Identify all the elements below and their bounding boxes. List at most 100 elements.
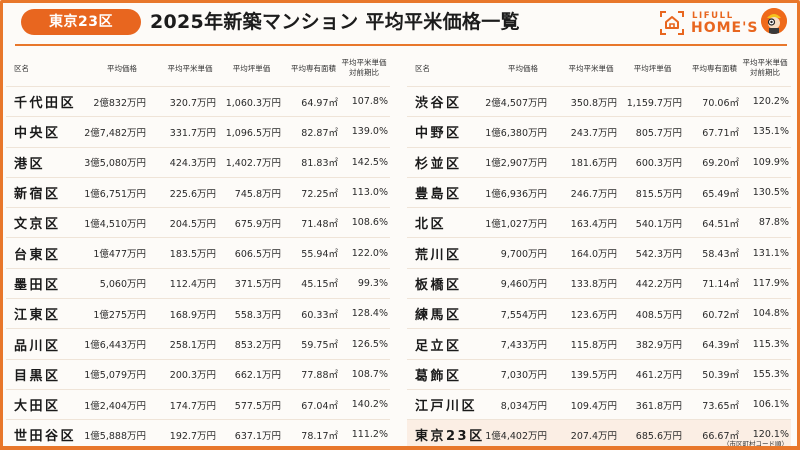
table-row: 港区 3億5,080万円 424.3万円 1,402.7万円 81.83㎡ 142.5%: [6, 148, 390, 178]
ward-name: 目黒区: [14, 368, 61, 384]
yoy-ratio: 140.2%: [351, 399, 388, 411]
ward-name: 千代田区: [14, 96, 77, 112]
col-header-price: 平均価格: [107, 63, 137, 73]
avg-price: 1億5,888万円: [84, 430, 146, 442]
avg-price: 7,433万円: [500, 340, 547, 352]
avg-price: 1億6,751万円: [84, 188, 146, 200]
avg-area: 45.15㎡: [301, 279, 338, 291]
yoy-ratio: 155.3%: [752, 368, 789, 380]
avg-price: 7,030万円: [500, 370, 547, 382]
ward-name: 葛飾区: [415, 368, 462, 384]
avg-tsubo-price: 408.5万円: [635, 309, 682, 321]
yoy-ratio: 135.1%: [752, 126, 789, 138]
col-header-price: 平均価格: [508, 63, 538, 73]
table-row: 渋谷区 2億4,507万円 350.8万円 1,159.7万円 70.06㎡ 120.2%: [407, 87, 791, 118]
avg-tsubo-price: 815.5万円: [635, 188, 682, 200]
house-icon: [660, 11, 684, 35]
avg-sqm-price: 115.8万円: [570, 340, 617, 352]
ward-name: 港区: [14, 156, 46, 172]
avg-price: 3億5,080万円: [84, 158, 146, 170]
avg-sqm-price: 200.3万円: [169, 370, 216, 382]
col-header-ratio-line2: 対前期比: [750, 68, 780, 77]
avg-area: 71.14㎡: [702, 279, 739, 291]
col-header-ratio: 平均平米単価 対前期比: [739, 58, 791, 78]
yoy-ratio: 104.8%: [752, 308, 789, 320]
yoy-ratio: 106.1%: [752, 399, 789, 411]
avg-sqm-price: 225.6万円: [169, 188, 216, 200]
avg-area: 69.20㎡: [702, 158, 739, 170]
avg-tsubo-price: 662.1万円: [234, 370, 281, 382]
yoy-ratio: 120.2%: [752, 96, 789, 108]
yoy-ratio: 130.5%: [752, 187, 789, 199]
ward-name: 練馬区: [415, 308, 462, 324]
avg-area: 72.25㎡: [301, 188, 338, 200]
avg-tsubo-price: 371.5万円: [234, 279, 281, 291]
avg-tsubo-price: 361.8万円: [635, 400, 682, 412]
avg-tsubo-price: 853.2万円: [234, 340, 281, 352]
avg-price: 2億832万円: [93, 97, 146, 109]
header-divider: [15, 44, 787, 46]
logo-text-lifull: LIFULL: [692, 11, 734, 21]
avg-tsubo-price: 577.5万円: [234, 400, 281, 412]
yoy-ratio: 122.0%: [351, 247, 388, 259]
avg-price: 7,554万円: [500, 309, 547, 321]
yoy-ratio: 131.1%: [752, 247, 789, 259]
ward-name: 渋谷区: [415, 96, 462, 112]
yoy-ratio: 107.8%: [351, 96, 388, 108]
avg-tsubo-price: 1,402.7万円: [225, 158, 281, 170]
ward-name: 荒川区: [415, 247, 462, 263]
left-table: 区名 平均価格 平均平米単価 平均坪単価 平均専有面積 平均平米単価 対前期比 …: [6, 50, 390, 450]
avg-price: 1億477万円: [93, 249, 146, 261]
avg-price: 9,700万円: [500, 249, 547, 261]
avg-sqm-price: 258.1万円: [169, 340, 216, 352]
ward-name: 足立区: [415, 338, 462, 354]
avg-sqm-price: 164.0万円: [570, 249, 617, 261]
table-row: 葛飾区 7,030万円 139.5万円 461.2万円 50.39㎡ 155.3%: [407, 360, 791, 390]
avg-sqm-price: 207.4万円: [570, 430, 617, 442]
avg-sqm-price: 123.6万円: [570, 309, 617, 321]
avg-tsubo-price: 542.3万円: [635, 249, 682, 261]
yoy-ratio: 128.4%: [351, 308, 388, 320]
table-header: 区名 平均価格 平均平米単価 平均坪単価 平均専有面積 平均平米単価 対前期比: [6, 50, 390, 87]
table-row: 目黒区 1億5,079万円 200.3万円 662.1万円 77.88㎡ 108.7%: [6, 360, 390, 390]
avg-price: 1億6,443万円: [84, 340, 146, 352]
avg-tsubo-price: 637.1万円: [234, 430, 281, 442]
yoy-ratio: 126.5%: [351, 338, 388, 350]
ward-name: 北区: [415, 217, 447, 233]
yoy-ratio: 99.3%: [357, 277, 388, 289]
table-row: 墨田区 5,060万円 112.4万円 371.5万円 45.15㎡ 99.3%: [6, 269, 390, 300]
avg-tsubo-price: 442.2万円: [635, 279, 682, 291]
col-header-tsubo-price: 平均坪単価: [232, 63, 271, 73]
ward-name: 大田区: [14, 399, 61, 415]
avg-area: 73.65㎡: [702, 400, 739, 412]
right-table: 区名 平均価格 平均平米単価 平均坪単価 平均専有面積 平均平米単価 対前期比 …: [407, 50, 791, 450]
avg-tsubo-price: 805.7万円: [635, 127, 682, 139]
avg-area: 71.48㎡: [301, 218, 338, 230]
avg-tsubo-price: 675.9万円: [234, 218, 281, 230]
avg-tsubo-price: 558.3万円: [234, 309, 281, 321]
table-row: 江戸川区 8,034万円 109.4万円 361.8万円 73.65㎡ 106.1%: [407, 390, 791, 421]
avg-price: 5,060万円: [99, 279, 146, 291]
ward-name: 中央区: [14, 126, 61, 142]
avg-price: 1億2,907万円: [485, 158, 547, 170]
table-row-total: 東京23区 1億4,402万円 207.4万円 685.6万円 66.67㎡ 120.1%: [407, 420, 791, 450]
price-tables: 区名 平均価格 平均平米単価 平均坪単価 平均専有面積 平均平米単価 対前期比 …: [3, 50, 797, 450]
col-header-tsubo-price: 平均坪単価: [633, 63, 672, 73]
avg-tsubo-price: 461.2万円: [635, 370, 682, 382]
ward-name: 江東区: [14, 308, 61, 324]
avg-price: 1億2,404万円: [84, 400, 146, 412]
col-header-area: 平均専有面積: [291, 63, 336, 73]
avg-price: 1億6,380万円: [485, 127, 547, 139]
avg-sqm-price: 243.7万円: [570, 127, 617, 139]
table-row: 中野区 1億6,380万円 243.7万円 805.7万円 67.71㎡ 135.1%: [407, 117, 791, 148]
col-header-ratio: 平均平米単価 対前期比: [338, 58, 390, 78]
ward-name: 板橋区: [415, 277, 462, 293]
avg-price: 2億7,482万円: [84, 127, 146, 139]
avg-price: 1億275万円: [93, 309, 146, 321]
avg-area: 70.06㎡: [702, 97, 739, 109]
yoy-ratio: 108.7%: [351, 368, 388, 380]
avg-sqm-price: 181.6万円: [570, 158, 617, 170]
avg-tsubo-price: 382.9万円: [635, 340, 682, 352]
table-header: 区名 平均価格 平均平米単価 平均坪単価 平均専有面積 平均平米単価 対前期比: [407, 50, 791, 87]
